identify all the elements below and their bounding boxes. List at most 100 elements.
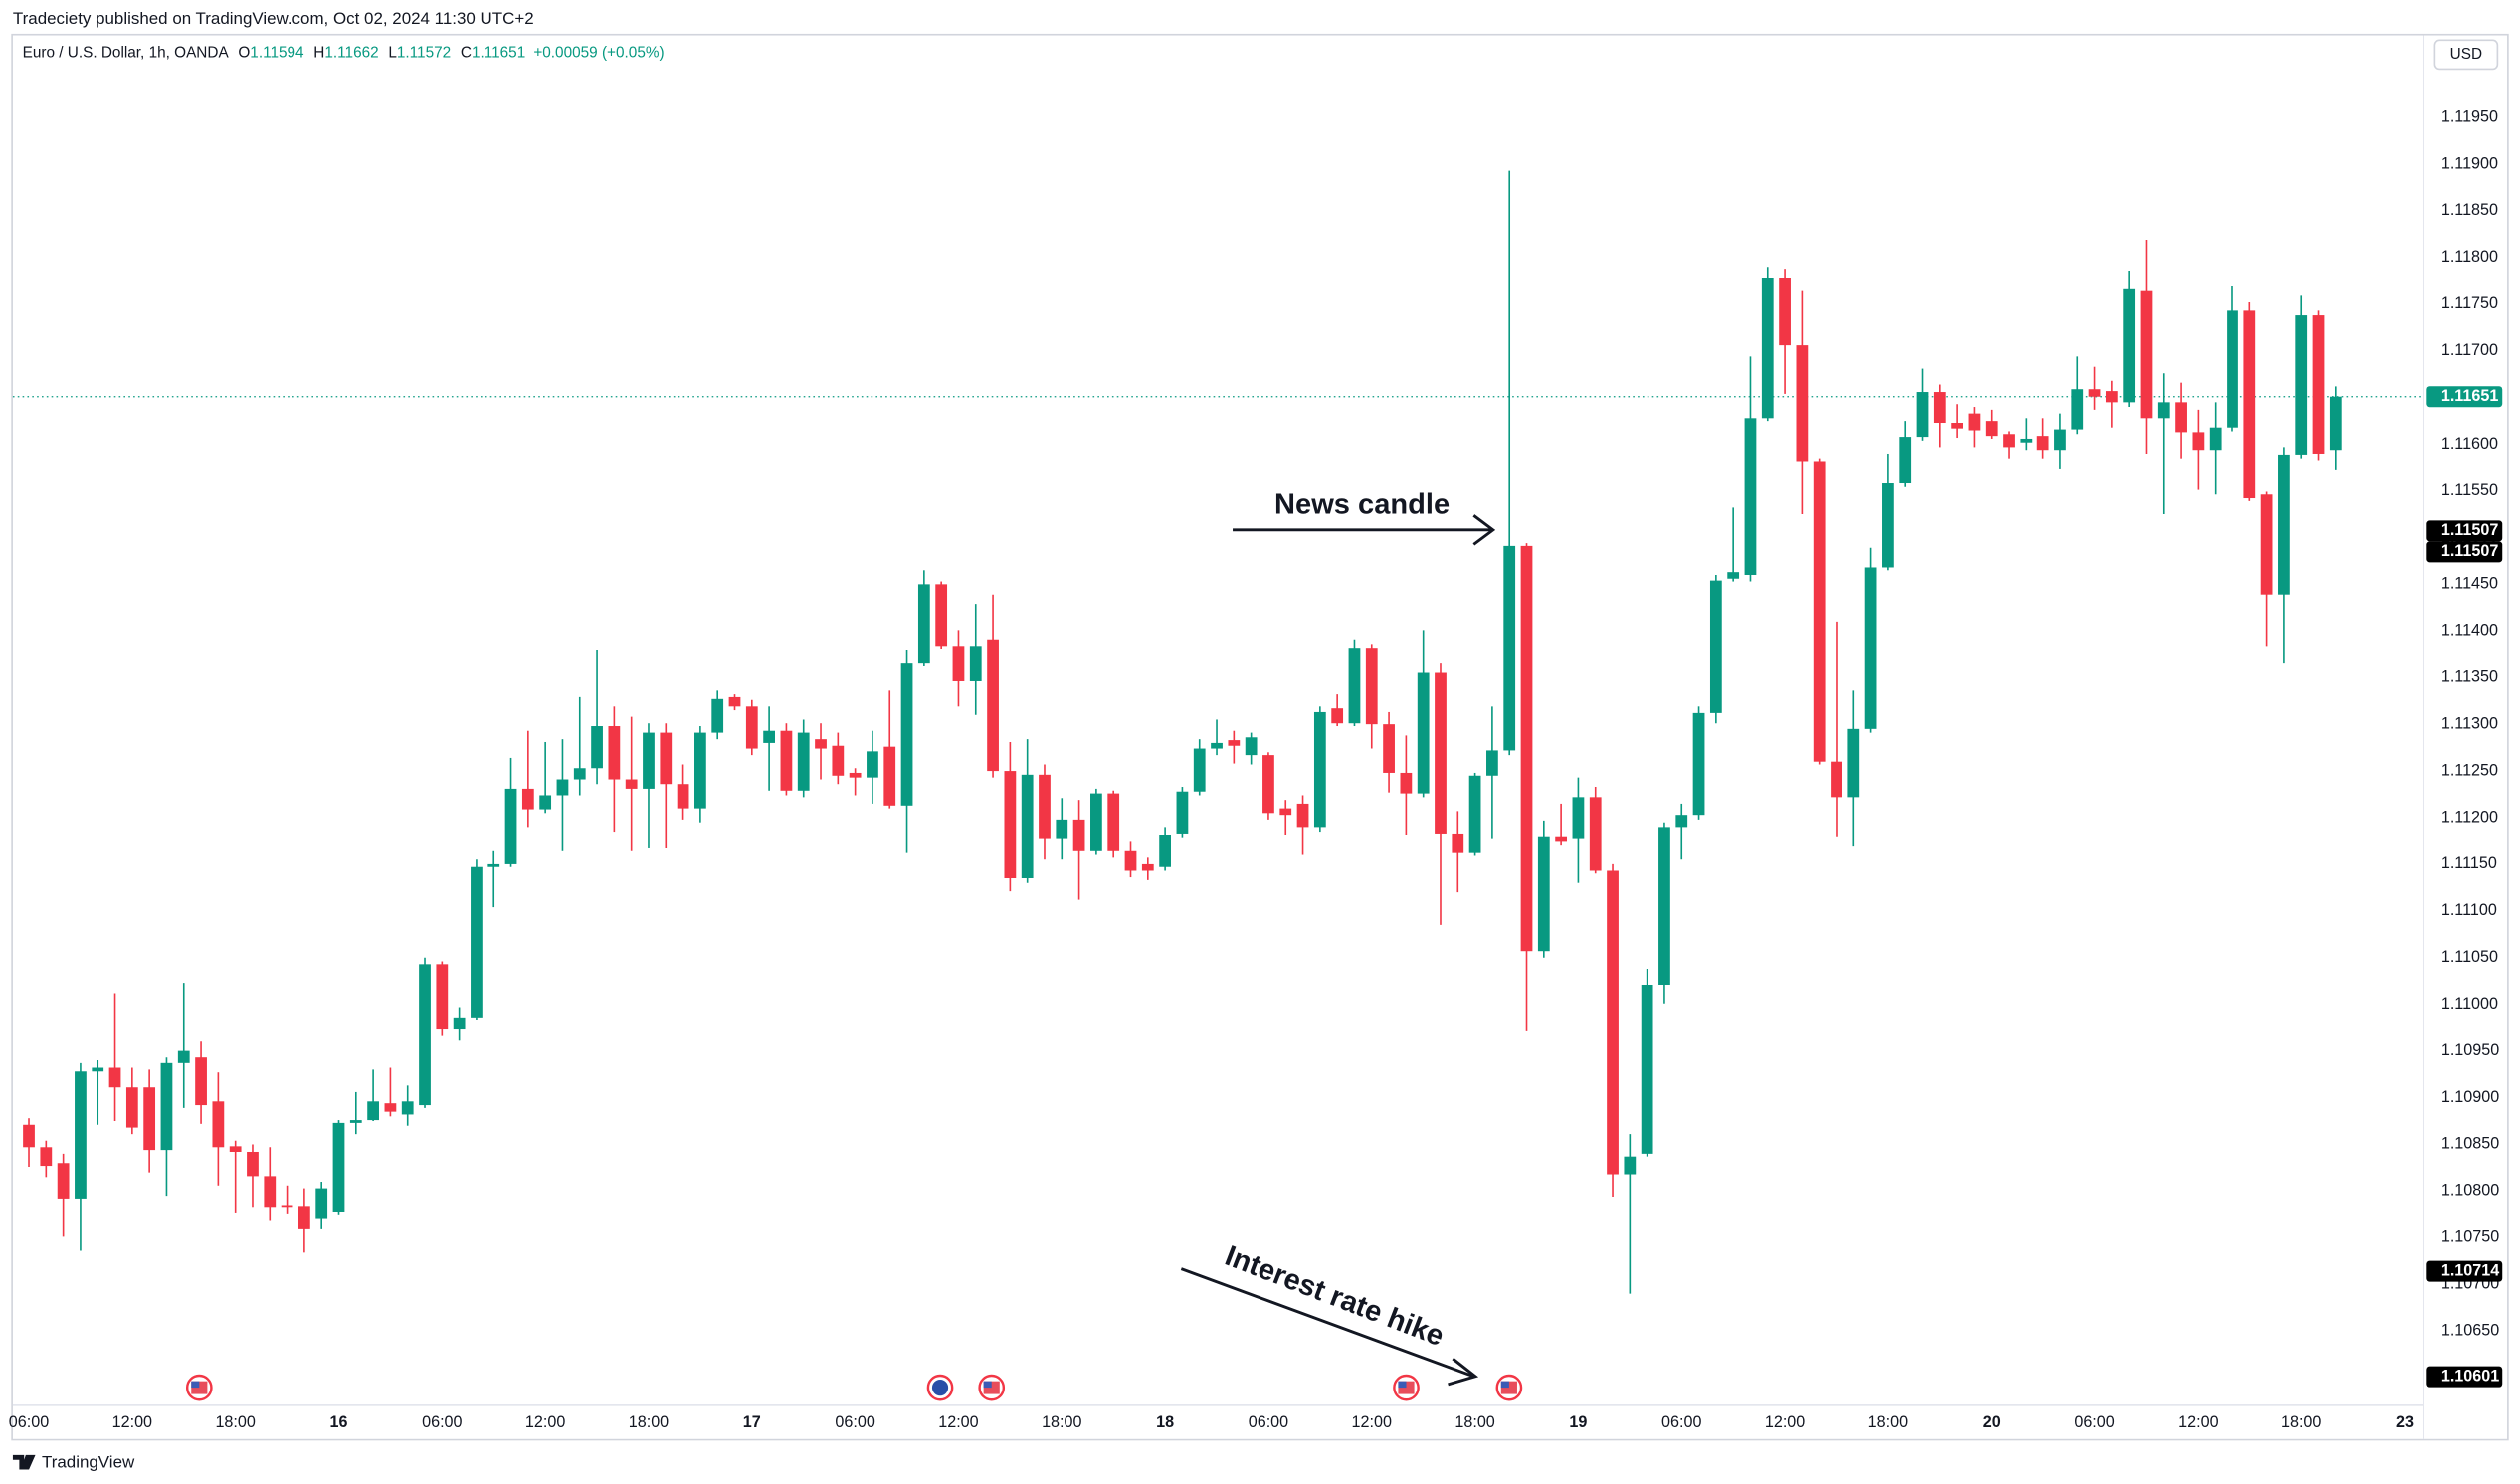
candle-body xyxy=(2312,315,2325,454)
annotation-text: News candle xyxy=(1274,488,1450,520)
candle-body xyxy=(177,1050,190,1063)
candle-body xyxy=(2140,290,2153,419)
candle-body xyxy=(987,639,999,772)
y-tick-label: 1.11250 xyxy=(2441,761,2498,779)
candle-body xyxy=(2192,432,2205,451)
y-tick-label: 1.11550 xyxy=(2441,481,2498,499)
candle-body xyxy=(1072,819,1085,851)
currency-button-box[interactable] xyxy=(2433,39,2499,71)
candle-body xyxy=(1899,437,1912,484)
candle-body xyxy=(384,1103,397,1112)
publisher-line: Tradeciety published on TradingView.com,… xyxy=(13,9,534,28)
candle-body xyxy=(1882,483,1894,568)
candle-body xyxy=(1021,774,1034,879)
candle-body xyxy=(247,1151,259,1177)
y-tick-label: 1.11750 xyxy=(2441,294,2498,312)
candle-body xyxy=(1916,392,1929,438)
candle-body xyxy=(2003,434,2015,448)
candle-body xyxy=(1761,278,1774,419)
x-tick-label: 18:00 xyxy=(2281,1413,2321,1431)
footer: TradingView xyxy=(0,1440,2520,1484)
candle-body xyxy=(1452,833,1464,853)
candle-body xyxy=(2088,389,2101,397)
legend-symbol: Euro / U.S. Dollar, 1h, OANDA xyxy=(23,44,230,61)
candle-body xyxy=(23,1124,35,1148)
candle-body xyxy=(264,1176,277,1208)
currency-label[interactable]: USD xyxy=(2450,46,2482,63)
candle-body xyxy=(367,1101,379,1121)
candle-body xyxy=(1641,984,1653,1154)
candle-body xyxy=(1331,708,1344,724)
candle-body xyxy=(92,1067,104,1072)
candle-body xyxy=(332,1122,345,1212)
candle-body xyxy=(728,696,741,707)
price-marker-label: 1.11651 xyxy=(2441,387,2498,405)
candle-body xyxy=(471,866,483,1018)
candle-body xyxy=(1709,580,1722,713)
y-tick-label: 1.11300 xyxy=(2441,714,2498,732)
candle-body xyxy=(1831,761,1842,798)
candle-body xyxy=(1383,724,1395,773)
candle-body xyxy=(1555,836,1568,842)
candle-body xyxy=(1400,772,1413,794)
candle-body xyxy=(2243,310,2256,499)
candle-body xyxy=(1417,672,1430,794)
candle-body xyxy=(952,646,965,681)
x-tick-label: 18:00 xyxy=(1868,1413,1908,1431)
candle-body xyxy=(1675,815,1688,828)
candle-body xyxy=(419,964,431,1106)
candle-body xyxy=(1039,774,1051,839)
legend-key: L xyxy=(388,44,397,61)
candle-body xyxy=(2260,494,2273,595)
x-tick-label: 18:00 xyxy=(629,1413,669,1431)
y-tick-label: 1.11000 xyxy=(2441,995,2498,1013)
candle-body xyxy=(2295,315,2308,455)
candle-body xyxy=(2209,427,2222,451)
legend-value: 1.11651 xyxy=(472,44,525,61)
candle-body xyxy=(1537,836,1550,952)
x-tick-label: 20 xyxy=(1983,1413,2001,1431)
candle-body xyxy=(349,1120,362,1123)
candle-body xyxy=(229,1146,242,1152)
candle-body xyxy=(883,746,896,806)
candle-body xyxy=(75,1071,87,1199)
candle-body xyxy=(1985,421,1998,437)
candle-body xyxy=(160,1062,173,1151)
y-tick-label: 1.10800 xyxy=(2441,1182,2499,1200)
price-marker xyxy=(2426,386,2503,408)
candle-body xyxy=(573,768,586,780)
candle-body xyxy=(1933,392,1946,424)
candle-body xyxy=(591,726,603,769)
footer-text: TradingView xyxy=(42,1452,135,1471)
y-tick-label: 1.11850 xyxy=(2441,201,2498,219)
candle-body xyxy=(1004,771,1017,879)
candle-body xyxy=(1468,775,1481,853)
symbol-legend: Euro / U.S. Dollar, 1h, OANDA O1.11594 H1.… xyxy=(23,44,665,61)
candle-body xyxy=(401,1101,414,1115)
currency-button[interactable]: USD xyxy=(2433,39,2499,71)
candle-body xyxy=(745,706,758,749)
x-tick-label: 18:00 xyxy=(215,1413,255,1431)
candle-body xyxy=(608,726,621,780)
x-tick-label: 17 xyxy=(743,1413,761,1431)
price-marker xyxy=(2426,1366,2503,1388)
y-tick-label: 1.11050 xyxy=(2441,948,2498,966)
candle-body xyxy=(1435,672,1447,834)
y-tick-label: 1.11200 xyxy=(2441,808,2498,826)
candle-body xyxy=(1572,797,1585,839)
y-tick-label: 1.11900 xyxy=(2441,154,2498,172)
x-tick-label: 06:00 xyxy=(9,1413,49,1431)
y-tick-label: 1.11150 xyxy=(2441,854,2497,872)
candle-body xyxy=(625,779,638,789)
candle-body xyxy=(125,1087,138,1128)
candle-body xyxy=(1124,850,1137,871)
event-icon-flag xyxy=(1398,1381,1407,1389)
footer-bar xyxy=(0,1440,2520,1484)
x-tick-label: 18 xyxy=(1156,1413,1174,1431)
candle-body xyxy=(539,795,552,810)
candle-body xyxy=(1486,750,1498,776)
candle-body xyxy=(1279,808,1292,816)
candle-body xyxy=(1951,423,1964,429)
y-tick-label: 1.10950 xyxy=(2441,1041,2499,1059)
